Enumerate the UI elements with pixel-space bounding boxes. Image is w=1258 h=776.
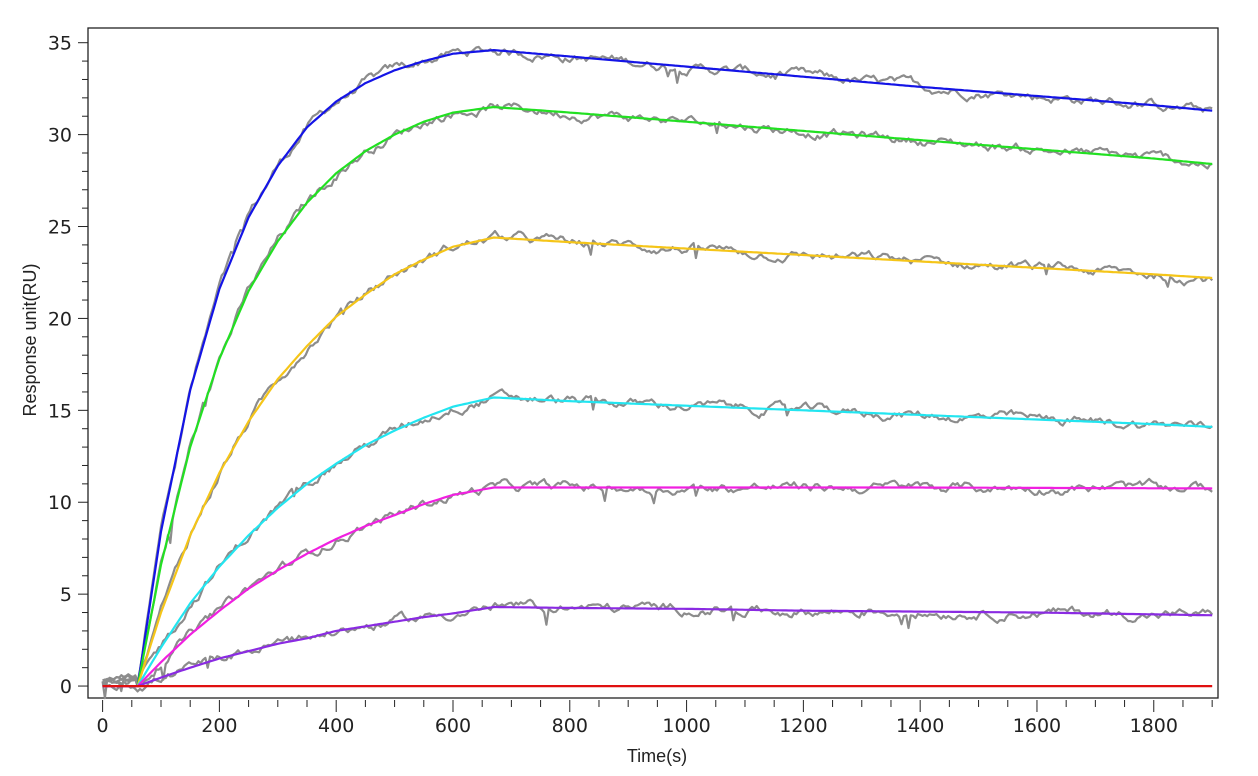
x-tick-label: 1600 <box>1013 715 1061 737</box>
fit-curve <box>102 48 1213 688</box>
y-tick-label: 30 <box>48 125 72 147</box>
y-tick-label: 15 <box>48 400 72 422</box>
y-tick-label: 0 <box>60 676 72 698</box>
y-axis-title: Response unit(RU) <box>20 263 40 416</box>
y-tick-label: 20 <box>48 308 72 330</box>
fit-curves <box>102 48 1213 688</box>
y-tick-label: 25 <box>48 217 72 239</box>
y-tick-label: 35 <box>48 33 72 55</box>
x-tick-label: 200 <box>201 715 237 737</box>
x-tick-label: 400 <box>318 715 354 737</box>
y-tick-label: 10 <box>48 492 72 514</box>
fit-curve <box>102 396 1213 688</box>
y-tick-label: 5 <box>60 584 72 606</box>
x-tick-label: 600 <box>435 715 471 737</box>
x-axis: 0 200 400 600 800 1000 1200 1400 1600 1800 <box>97 700 1213 737</box>
x-tick-label: 1400 <box>896 715 944 737</box>
x-tick-label: 1200 <box>779 715 827 737</box>
plot-frame <box>87 27 1219 699</box>
fit-curve <box>102 105 1213 688</box>
observed-trace <box>101 388 1213 684</box>
fit-curve <box>102 605 1213 688</box>
observed-trace <box>102 229 1214 685</box>
y-axis: 0 5 10 15 20 25 30 35 <box>48 33 88 698</box>
fit-curve <box>102 486 1213 688</box>
x-tick-label: 1800 <box>1130 715 1178 737</box>
x-axis-title: Time(s) <box>627 746 687 766</box>
fit-curve <box>102 236 1213 688</box>
x-tick-label: 800 <box>552 715 588 737</box>
x-tick-label: 0 <box>97 715 109 737</box>
x-tick-label: 1000 <box>662 715 710 737</box>
